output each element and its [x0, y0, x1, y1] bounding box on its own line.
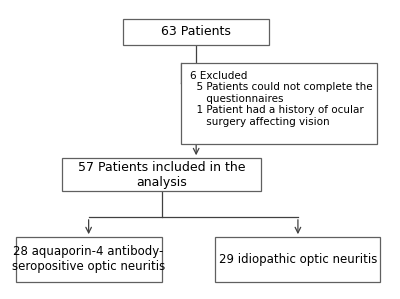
Text: 63 Patients: 63 Patients [161, 25, 231, 38]
FancyBboxPatch shape [215, 237, 380, 282]
Text: 29 idiopathic optic neuritis: 29 idiopathic optic neuritis [219, 253, 377, 266]
Text: 28 aquaporin-4 antibody-
seropositive optic neuritis: 28 aquaporin-4 antibody- seropositive op… [12, 245, 165, 273]
FancyBboxPatch shape [181, 63, 377, 144]
FancyBboxPatch shape [62, 158, 262, 191]
FancyBboxPatch shape [16, 237, 162, 282]
FancyBboxPatch shape [123, 19, 269, 45]
Text: 57 Patients included in the
analysis: 57 Patients included in the analysis [78, 161, 245, 189]
Text: 6 Excluded
  5 Patients could not complete the
     questionnaires
  1 Patient h: 6 Excluded 5 Patients could not complete… [190, 71, 373, 127]
